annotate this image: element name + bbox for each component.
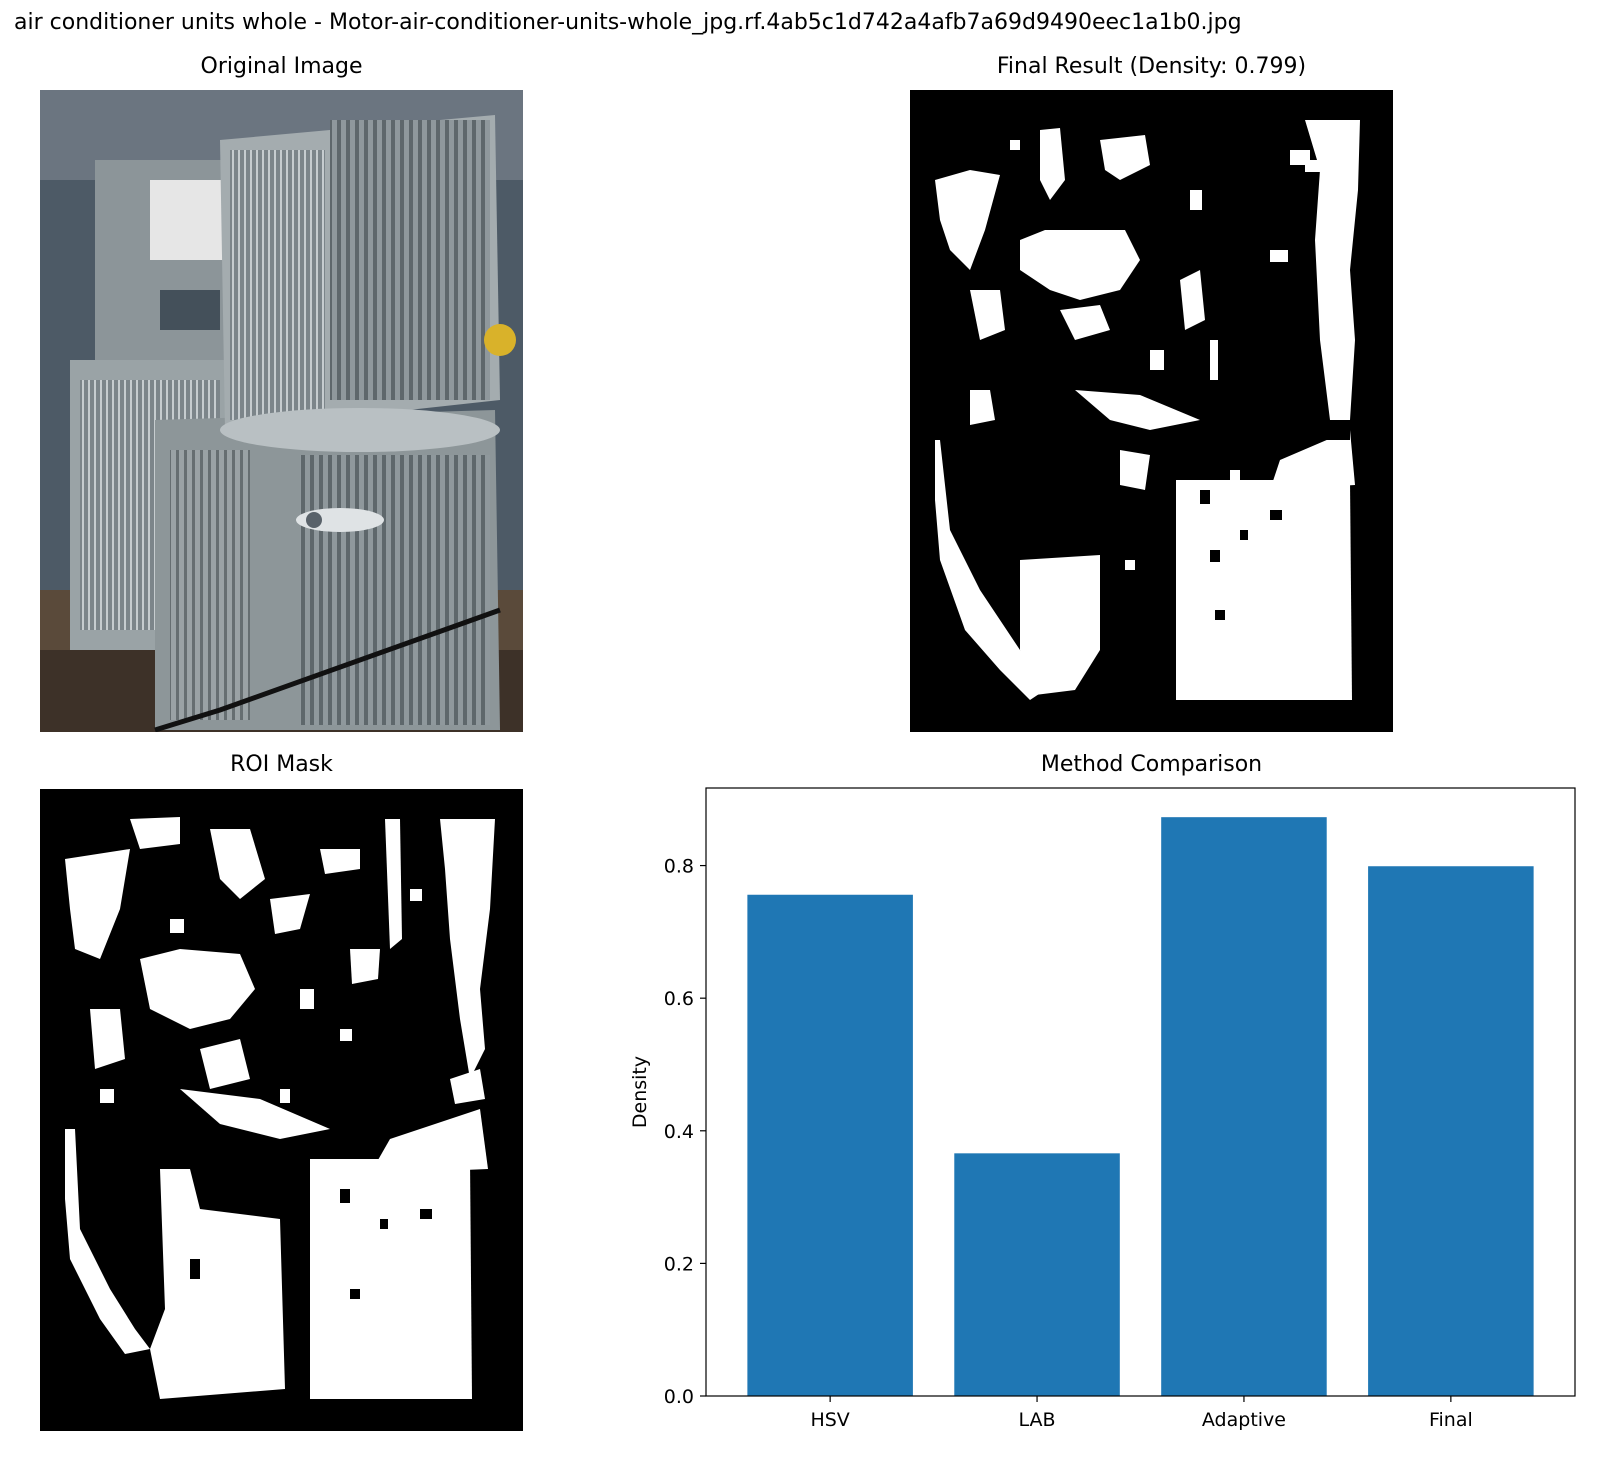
bar-lab — [954, 1153, 1120, 1396]
final-result-mask — [910, 90, 1393, 732]
axes-frame — [705, 787, 1576, 1397]
figure-suptitle: air conditioner units whole - Motor-air-… — [14, 10, 1242, 35]
x-tick-label: LAB — [1019, 1409, 1056, 1431]
bar-final — [1368, 866, 1534, 1396]
final-result-title: Final Result (Density: 0.799) — [996, 54, 1307, 79]
roi-mask-image — [40, 789, 523, 1431]
original-image — [40, 90, 523, 732]
y-tick-label: 0.0 — [664, 1386, 694, 1408]
y-tick-label: 0.8 — [664, 856, 694, 878]
method-comparison-chart: 0.0 0.2 0.4 0.6 0.8 HSV LAB Adaptive Final Dens… — [629, 787, 1576, 1431]
bar-adaptive — [1161, 817, 1327, 1396]
x-tick-label: Adaptive — [1202, 1409, 1286, 1431]
method-comparison-title: Method Comparison — [1040, 752, 1263, 777]
roi-mask-title: ROI Mask — [230, 752, 333, 777]
y-axis-label: Density — [629, 1056, 651, 1128]
y-tick-label: 0.6 — [664, 988, 694, 1010]
y-tick-label: 0.4 — [664, 1121, 694, 1143]
original-image-title: Original Image — [200, 54, 363, 79]
y-tick-label: 0.2 — [664, 1253, 694, 1275]
air-conditioner-photo — [40, 90, 523, 732]
x-tick-label: HSV — [810, 1409, 849, 1431]
x-tick-label: Final — [1429, 1409, 1473, 1431]
roi-mask — [40, 789, 523, 1431]
final-mask-image — [910, 90, 1393, 732]
bar-hsv — [747, 894, 913, 1396]
